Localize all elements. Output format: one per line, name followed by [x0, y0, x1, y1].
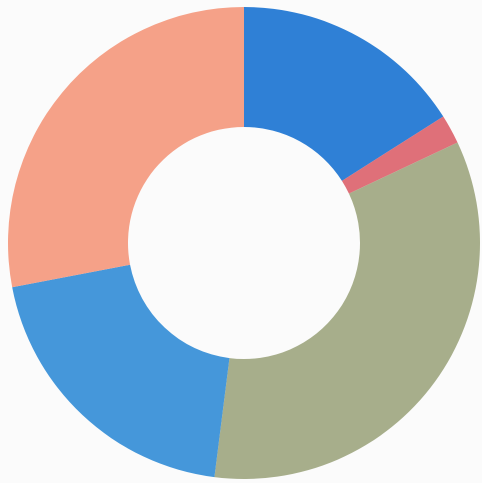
donut-slice [341, 116, 458, 194]
donut-slice [244, 7, 444, 181]
donut-slice [214, 142, 480, 479]
donut-slice [7, 7, 245, 288]
donut-slice [12, 264, 230, 478]
